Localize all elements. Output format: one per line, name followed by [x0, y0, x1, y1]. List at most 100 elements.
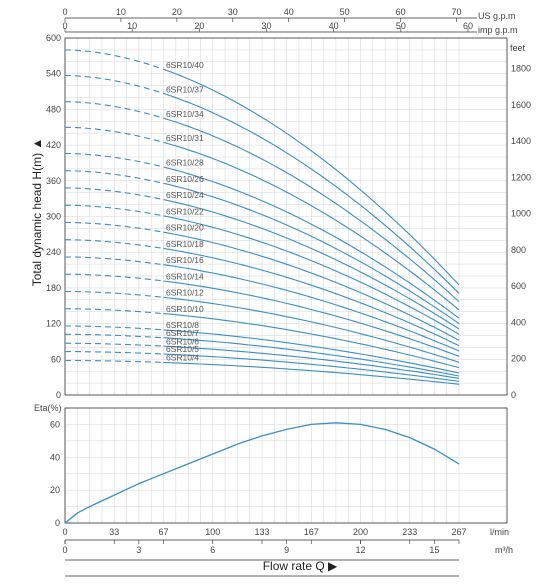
feet-tick-label: 1600 [511, 100, 531, 110]
imp-gpm-tick-label: 60 [463, 21, 473, 31]
head-curve-solid [163, 166, 460, 319]
head-curve-solid [163, 117, 460, 303]
m3h-tick-label: 12 [355, 545, 365, 555]
head-curve-solid [163, 361, 460, 385]
lmin-tick-label: 267 [451, 527, 466, 537]
head-curve-dashed [64, 273, 164, 282]
head-curve-dashed [65, 359, 164, 364]
imp-gpm-tick-label: 40 [329, 21, 339, 31]
head-curve-solid [163, 296, 460, 363]
head-curve-solid [163, 264, 460, 352]
m3h-tick-label: 0 [62, 545, 67, 555]
head-curve-solid [163, 68, 460, 286]
head-curve-dashed [64, 74, 164, 94]
imp-gpm-tick-label: 50 [396, 21, 406, 31]
us-gpm-tick-label: 10 [116, 7, 126, 17]
curve-label: 6SR10/37 [166, 84, 204, 94]
feet-tick-label: 600 [511, 281, 526, 291]
head-curve-solid [163, 199, 460, 330]
curve-label: 6SR10/40 [166, 60, 204, 70]
curve-label: 6SR10/20 [166, 223, 204, 233]
lmin-tick-label: 200 [353, 527, 368, 537]
efficiency-curve [64, 422, 460, 524]
head-curve-solid [163, 231, 460, 341]
efficiency-axis-title: Eta(%) [34, 403, 62, 413]
head-curve-dashed [64, 239, 164, 249]
head-curve-dashed [65, 256, 164, 266]
imp-gpm-tick-label: 10 [127, 21, 137, 31]
head-curve-solid [163, 337, 460, 377]
m3h-unit-label: m³/h [495, 545, 513, 555]
curve-label: 6SR10/18 [166, 239, 204, 249]
head-curve-solid [163, 280, 460, 357]
head-curve-solid [163, 313, 460, 369]
us-gpm-tick-label: 20 [172, 7, 182, 17]
us-gpm-unit-label: US g.p.m [478, 11, 516, 21]
lmin-tick-label: 233 [402, 527, 417, 537]
feet-tick-label: 1800 [511, 64, 531, 74]
head-curve-solid [163, 329, 460, 374]
head-curve-dashed [64, 187, 164, 201]
curve-label: 6SR10/26 [166, 174, 204, 184]
m3h-tick-label: 15 [429, 545, 439, 555]
head-curve-solid [163, 141, 460, 311]
head-curve-dashed [64, 49, 164, 70]
feet-tick-label: 1000 [511, 209, 531, 219]
head-tick-label: 420 [46, 140, 61, 150]
head-curve-solid [163, 345, 460, 379]
head-curve-solid [163, 215, 460, 335]
head-tick-label: 600 [46, 33, 61, 43]
head-tick-label: 60 [51, 354, 61, 364]
curve-label: 6SR10/16 [166, 255, 204, 265]
curve-label: 6SR10/24 [166, 190, 204, 200]
curve-label: 6SR10/8 [166, 320, 199, 330]
head-curve-dashed [65, 290, 164, 298]
m3h-tick-label: 3 [136, 545, 141, 555]
head-curve-dashed [65, 333, 164, 339]
curve-label: 6SR10/4 [166, 353, 199, 363]
lmin-tick-label: 100 [205, 527, 220, 537]
efficiency-chart-grid [64, 407, 507, 524]
feet-tick-label: 1400 [511, 136, 531, 146]
curve-label: 6SR10/28 [166, 158, 204, 168]
head-curve-dashed [64, 204, 164, 217]
curve-label: 6SR10/6 [166, 336, 199, 346]
head-curve-dashed [65, 325, 164, 331]
head-tick-label: 180 [46, 283, 61, 293]
lmin-tick-label: 67 [158, 527, 168, 537]
lmin-tick-label: 0 [62, 527, 67, 537]
efficiency-chart-frame [64, 407, 508, 524]
head-curve-dashed [64, 221, 164, 233]
us-gpm-tick-label: 70 [451, 7, 461, 17]
head-tick-label: 540 [46, 69, 61, 79]
tick-labels: 0601201802403003604204805406000200400600… [46, 7, 531, 555]
feet-tick-label: 800 [511, 245, 526, 255]
efficiency-tick-label: 0 [55, 518, 60, 528]
curve-label: 6SR10/7 [166, 328, 199, 338]
head-axis-title: Total dynamic head H(m) ▲ [30, 138, 44, 287]
head-curve-solid [163, 247, 460, 347]
lmin-tick-label: 167 [304, 527, 319, 537]
us-gpm-tick-label: 40 [284, 7, 294, 17]
head-tick-label: 300 [46, 212, 61, 222]
head-curve-dashed [64, 342, 164, 347]
us-gpm-tick-label: 0 [62, 7, 67, 17]
head-tick-label: 240 [46, 247, 61, 257]
imp-gpm-tick-label: 30 [261, 21, 271, 31]
head-curve-solid [163, 353, 460, 382]
efficiency-line [64, 422, 460, 524]
feet-tick-label: 1200 [511, 172, 531, 182]
head-chart-grid [64, 37, 507, 396]
head-tick-label: 120 [46, 319, 61, 329]
head-chart-frame [64, 37, 508, 396]
head-tick-label: 0 [56, 390, 61, 400]
curve-label: 6SR10/34 [166, 109, 204, 119]
lmin-tick-label: 133 [254, 527, 269, 537]
feet-tick-label: 0 [511, 390, 516, 400]
curve-label: 6SR10/12 [166, 288, 204, 298]
head-curve-solid [163, 92, 460, 294]
curve-label: 6SR10/22 [166, 206, 204, 216]
imp-gpm-unit-label: imp g.p.m [478, 25, 518, 35]
